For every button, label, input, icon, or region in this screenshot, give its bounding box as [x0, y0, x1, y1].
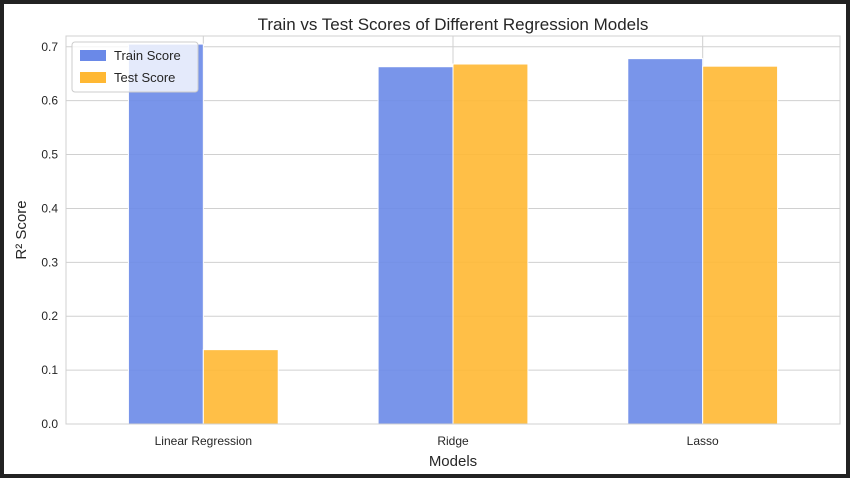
- legend-swatch-test: [80, 72, 106, 83]
- bar-layer: [127, 43, 779, 425]
- legend-swatch-train: [80, 50, 106, 61]
- test-score-bar: [702, 65, 779, 425]
- y-tick-label: 0.4: [41, 201, 58, 215]
- y-tick-label: 0.2: [41, 309, 58, 323]
- y-tick-label: 0.0: [41, 417, 58, 431]
- test-score-bar: [202, 349, 279, 425]
- chart-title: Train vs Test Scores of Different Regres…: [258, 15, 649, 34]
- plot-border: [65, 35, 841, 425]
- y-tick-label: 0.7: [41, 40, 58, 54]
- x-tick-label: Lasso: [687, 434, 719, 448]
- train-score-bar: [127, 43, 204, 425]
- train-score-bar: [377, 66, 454, 425]
- test-score-bar: [452, 63, 529, 425]
- y-tick-label: 0.6: [41, 94, 58, 108]
- x-tick-label: Linear Regression: [155, 434, 252, 448]
- legend-label-train: Train Score: [114, 48, 181, 63]
- chart-frame: 0.0 0.1 0.2 0.3 0.4 0.5 0.6 0.7 Linear Regressio…: [4, 4, 846, 474]
- legend-label-test: Test Score: [114, 70, 175, 85]
- y-axis-label: R² Score: [13, 200, 30, 259]
- x-axis-label: Models: [429, 453, 477, 470]
- legend: Train Score Test Score: [71, 41, 199, 93]
- y-tick-label: 0.5: [41, 148, 58, 162]
- x-tick-label: Ridge: [437, 434, 469, 448]
- tick-layer: 0.0 0.1 0.2 0.3 0.4 0.5 0.6 0.7 Linear Regressio…: [41, 40, 719, 448]
- y-tick-label: 0.3: [41, 255, 58, 269]
- bar-chart: 0.0 0.1 0.2 0.3 0.4 0.5 0.6 0.7 Linear Regressio…: [13, 15, 841, 470]
- train-score-bar: [627, 58, 704, 425]
- y-tick-label: 0.1: [41, 363, 58, 377]
